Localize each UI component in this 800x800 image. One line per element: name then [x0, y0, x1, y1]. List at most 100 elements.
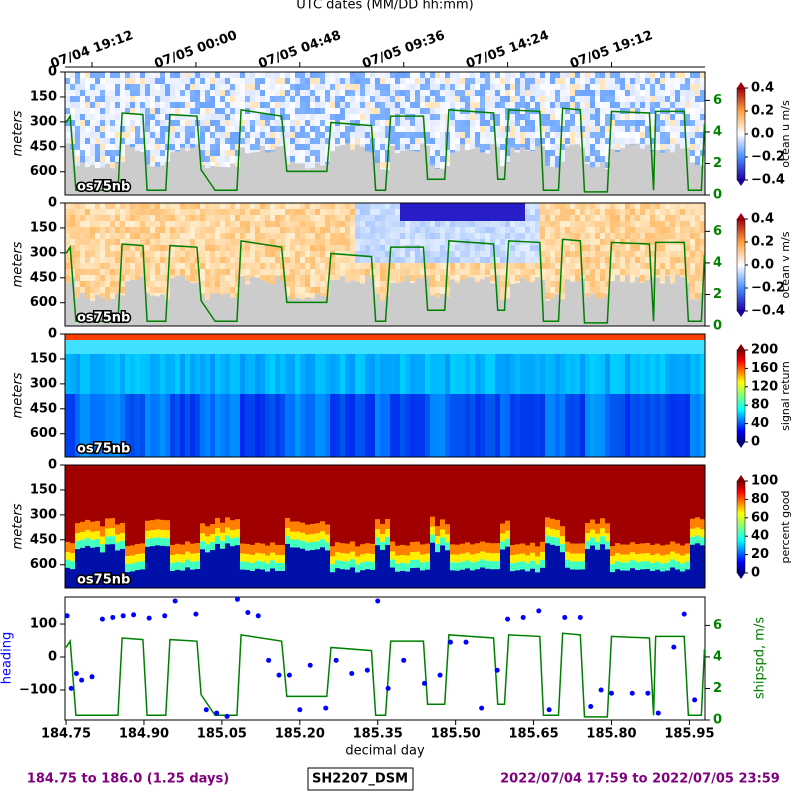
heatmap-cell [395, 227, 400, 233]
heatmap-cell [340, 203, 345, 209]
heatmap-cell [660, 221, 665, 227]
heatmap-cell [190, 275, 195, 281]
heatmap-cell [590, 72, 595, 78]
heatmap-cell [615, 221, 620, 227]
heatmap-cell [160, 203, 165, 209]
heatmap-cell [395, 257, 400, 263]
heatmap-cell [370, 239, 375, 245]
heatmap-cell [430, 156, 435, 162]
heatmap-cell [700, 108, 705, 114]
bottom-mask [210, 165, 215, 195]
heatmap-cell [530, 354, 535, 394]
heatmap-cell [240, 269, 245, 275]
heatmap-cell [580, 120, 585, 126]
heatmap-cell [260, 78, 265, 84]
heatmap-cell [605, 340, 610, 354]
heatmap-cell [125, 269, 130, 275]
heatmap-cell [400, 275, 405, 281]
heatmap-cell [695, 293, 700, 299]
heatmap-cell [675, 84, 680, 90]
heatmap-cell [465, 209, 470, 215]
heatmap-cell [430, 354, 435, 394]
heatmap-cell [235, 251, 240, 257]
heatmap-cell [395, 334, 400, 340]
heatmap-cell [75, 245, 80, 251]
heatmap-cell [655, 114, 660, 120]
heatmap-cell [550, 84, 555, 90]
heatmap-cell [290, 203, 295, 209]
heatmap-cell [660, 90, 665, 96]
heatmap-cell [240, 90, 245, 96]
heatmap-cell [180, 144, 185, 148]
heatmap-cell [340, 334, 345, 340]
heatmap-cell [335, 203, 340, 209]
heatmap-cell [465, 132, 470, 138]
heatmap-cell [545, 221, 550, 227]
heatmap-cell [700, 354, 705, 394]
heatmap-cell [595, 354, 600, 394]
heatmap-cell [160, 126, 165, 132]
heatmap-cell [160, 215, 165, 221]
heatmap-cell [130, 563, 135, 572]
heatmap-cell [170, 465, 175, 555]
heatmap-cell [430, 132, 435, 138]
heatmap-cell [645, 108, 650, 114]
footer-left: 184.75 to 186.0 (1.25 days) [27, 772, 229, 787]
heatmap-cell [465, 203, 470, 209]
heatmap-cell [80, 138, 85, 144]
heatmap-cell [95, 354, 100, 394]
heatmap-cell [310, 78, 315, 84]
heatmap-cell [655, 138, 660, 144]
heatmap-cell [645, 269, 650, 275]
heatmap-cell [215, 527, 220, 536]
heatmap-cell [275, 227, 280, 233]
heatmap-cell [530, 221, 535, 227]
heatmap-cell [105, 394, 110, 457]
heatmap-cell [250, 394, 255, 457]
heatmap-cell [490, 227, 495, 233]
heatmap-cell [130, 571, 135, 588]
heatmap-cell [400, 394, 405, 457]
heatmap-cell [600, 114, 605, 120]
heatmap-cell [160, 239, 165, 245]
heatmap-cell [660, 233, 665, 239]
bottom-mask [160, 165, 165, 195]
heatmap-cell [275, 114, 280, 120]
heatmap-cell [95, 120, 100, 126]
heatmap-cell [255, 221, 260, 227]
bottom-mask [325, 296, 330, 326]
heatmap-cell [375, 108, 380, 114]
heatmap-cell [595, 251, 600, 257]
heatmap-cell [105, 528, 110, 537]
heatmap-cell [120, 90, 125, 96]
heatmap-cell [235, 281, 240, 287]
heatmap-cell [410, 215, 415, 221]
heatmap-cell [390, 233, 395, 239]
heatmap-cell [335, 132, 340, 138]
heatmap-cell [105, 518, 110, 529]
heatmap-cell [325, 257, 330, 263]
heatmap-cell [700, 263, 705, 269]
heatmap-cell [385, 518, 390, 529]
heatmap-cell [625, 340, 630, 354]
heatmap-cell [485, 263, 490, 269]
heatmap-cell [100, 96, 105, 102]
heatmap-cell [360, 251, 365, 257]
heatmap-cell [415, 132, 420, 138]
heatmap-cell [535, 209, 540, 215]
heatmap-cell [495, 354, 500, 394]
heatmap-cell [560, 233, 565, 239]
heatmap-cell [665, 221, 670, 227]
heading-axis-title: heading [0, 632, 15, 685]
bottom-mask [570, 144, 575, 195]
heatmap-cell [335, 394, 340, 457]
heatmap-cell [230, 150, 235, 156]
heatmap-cell [435, 162, 440, 168]
heatmap-cell [670, 334, 675, 340]
heatmap-cell [320, 108, 325, 114]
heatmap-cell [460, 78, 465, 84]
colorbar-tick-label: −0.4 [751, 304, 785, 319]
bottom-mask [200, 294, 205, 326]
heatmap-cell [655, 275, 660, 278]
heatmap-cell [245, 84, 250, 90]
